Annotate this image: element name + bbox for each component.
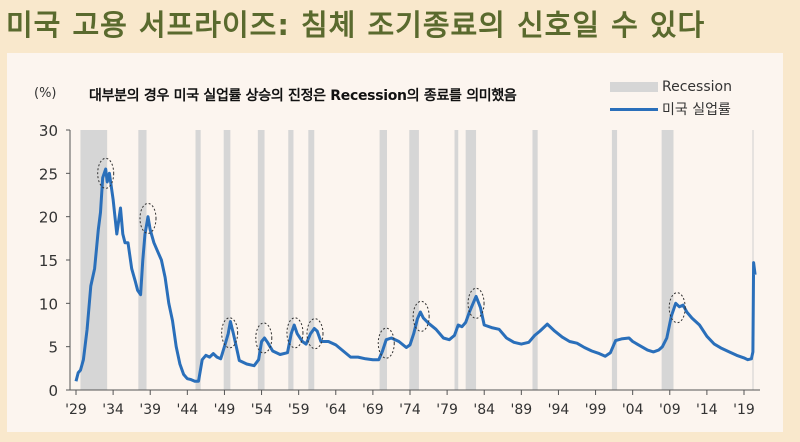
x-tick-label: '09 xyxy=(659,402,681,418)
x-tick-label: '94 xyxy=(548,402,570,418)
x-tick-label: '19 xyxy=(733,402,755,418)
x-tick-label: '89 xyxy=(510,402,532,418)
recession-band xyxy=(379,130,387,390)
x-tick-label: '29 xyxy=(65,402,87,418)
peak-highlight xyxy=(412,300,430,332)
peak-highlight xyxy=(97,157,115,189)
legend-item-unemployment: 미국 실업률 xyxy=(610,98,732,120)
recession-band xyxy=(611,130,618,390)
recession-band xyxy=(288,130,294,390)
y-tick-label: 20 xyxy=(39,209,58,227)
peak-highlight xyxy=(286,317,304,349)
x-tick-label: '64 xyxy=(325,402,347,418)
y-tick-label: 25 xyxy=(39,165,58,183)
legend-item-recession: Recession xyxy=(610,76,732,98)
recession-swatch-icon xyxy=(610,82,658,92)
peak-annotations xyxy=(97,157,686,359)
y-axis-unit: (%) xyxy=(34,86,57,101)
peak-highlight xyxy=(306,318,324,350)
line-swatch-icon xyxy=(610,107,658,111)
x-tick-label: '39 xyxy=(139,402,161,418)
x-tick-label: '79 xyxy=(436,402,458,418)
recession-band xyxy=(308,130,315,390)
recession-band xyxy=(465,130,477,390)
x-tick-label: '84 xyxy=(473,402,495,418)
x-tick-label: '59 xyxy=(288,402,310,418)
x-tick-label: '14 xyxy=(696,402,718,418)
y-tick-label: 5 xyxy=(48,339,58,357)
chart-title: 대부분의 경우 미국 실업률 상승의 진정은 Recession의 종료를 의미… xyxy=(89,88,517,104)
x-tick-label: '74 xyxy=(399,402,421,418)
x-tick-label: '49 xyxy=(214,402,236,418)
x-tick-label: '99 xyxy=(585,402,607,418)
recession-band xyxy=(257,130,265,390)
recession-band xyxy=(661,130,674,390)
y-tick-label: 0 xyxy=(48,382,58,400)
peak-highlight xyxy=(139,202,157,234)
recession-band xyxy=(532,130,538,390)
x-tick-label: '54 xyxy=(251,402,273,418)
y-tick-label: 15 xyxy=(39,252,58,270)
legend-label-unemployment: 미국 실업률 xyxy=(662,102,731,118)
unemployment-line xyxy=(74,167,757,383)
peak-highlight xyxy=(467,287,485,319)
y-tick-label: 30 xyxy=(39,122,58,140)
headline: 미국 고용 서프라이즈: 침체 조기종료의 신호일 수 있다 xyxy=(6,8,706,42)
x-tick-label: '04 xyxy=(622,402,644,418)
x-tick-label: '34 xyxy=(102,402,124,418)
y-tick-label: 10 xyxy=(39,295,58,313)
peak-highlight xyxy=(668,292,686,324)
peak-highlight xyxy=(255,322,273,354)
peak-highlight xyxy=(377,327,395,359)
x-tick-label: '69 xyxy=(362,402,384,418)
x-tick-label: '44 xyxy=(176,402,198,418)
legend-label-recession: Recession xyxy=(662,79,732,95)
recession-band xyxy=(195,130,201,390)
recession-band xyxy=(454,130,459,390)
legend: Recession 미국 실업률 xyxy=(610,76,732,120)
chart-panel xyxy=(7,53,783,432)
recession-band xyxy=(409,130,419,390)
recession-band xyxy=(223,130,231,390)
axes: 0 5 10 15 20 25 30 '29 '34 '39 '44 '49 '54 '59 '64 '69 '… xyxy=(39,122,760,418)
unemployment-series xyxy=(74,167,757,383)
peak-highlight xyxy=(221,317,239,349)
